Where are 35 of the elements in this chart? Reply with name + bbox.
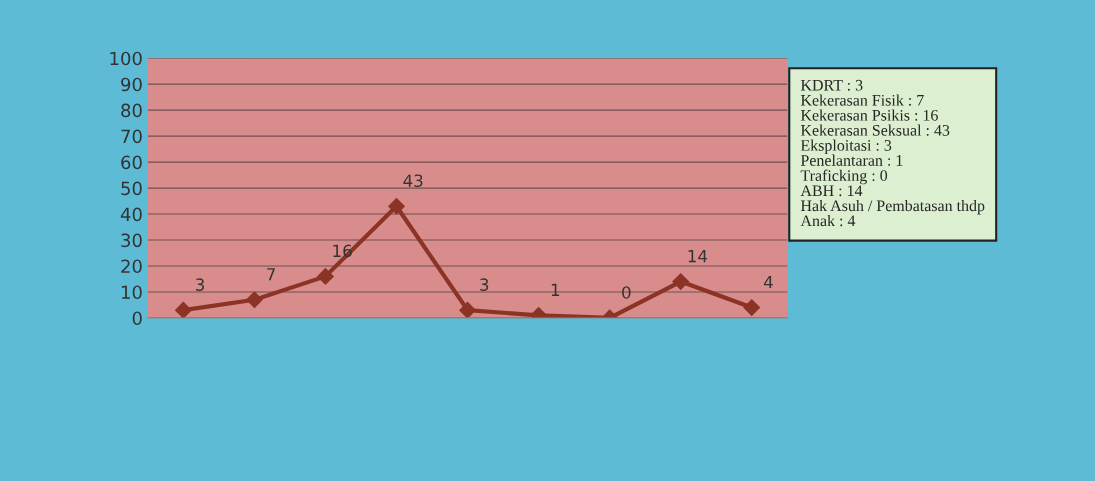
- data-label: 3: [195, 278, 204, 291]
- point: [388, 197, 405, 215]
- point: [672, 273, 690, 290]
- data-label: 43: [403, 174, 423, 188]
- text: Eksploitasi : 3: [800, 139, 892, 155]
- data-label: 3: [480, 278, 489, 291]
- y-tick-label: 40: [120, 207, 142, 222]
- y-tick-label: 30: [121, 233, 142, 248]
- point: [743, 299, 761, 316]
- text: Penelantaran : 1: [800, 154, 903, 166]
- text: Kekerasan Seksual : 43: [800, 124, 950, 136]
- point: [317, 268, 334, 285]
- y-tick-label: 90: [121, 77, 142, 92]
- y-tick-label: 50: [121, 181, 142, 196]
- y-tick-label: 10: [121, 285, 142, 300]
- data-label: 14: [688, 249, 708, 263]
- text: Kekerasan Fisik : 7: [800, 94, 924, 106]
- text: Kekerasan Psikis : 16: [800, 109, 938, 121]
- point: [246, 291, 263, 309]
- data-label: 0: [622, 286, 631, 299]
- y-tick-label: 20: [121, 259, 142, 274]
- y-tick-label: 100: [110, 51, 142, 66]
- point: [459, 301, 476, 318]
- y-tick-label: 70: [121, 129, 142, 144]
- point: [174, 301, 192, 318]
- y-tick-label: 80: [121, 103, 142, 118]
- text: Traficking : 0: [800, 169, 888, 185]
- y-tick-label: 0: [132, 311, 142, 326]
- text: Hak Asuh / Pembatasan thdp Anak : 4: [800, 199, 985, 227]
- data-label: 1: [551, 283, 560, 296]
- text: ABH : 14: [800, 185, 863, 197]
- data-label: 7: [267, 268, 275, 281]
- data-label: 4: [763, 275, 773, 289]
- y-tick-label: 60: [121, 155, 142, 170]
- text: KDRT : 3: [800, 79, 863, 91]
